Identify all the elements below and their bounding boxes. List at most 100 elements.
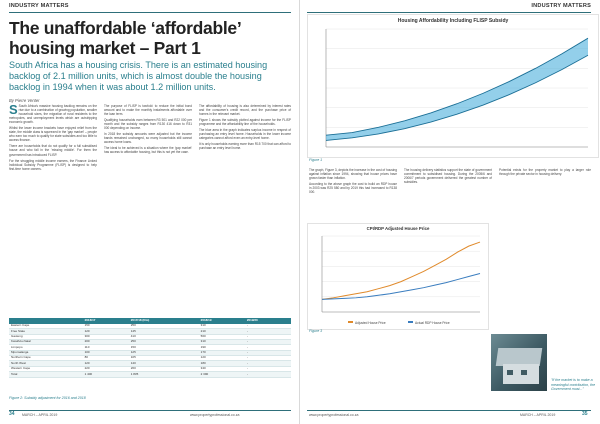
photo-window [507, 370, 513, 375]
house-price-chart: CPI/RDP Adjusted House Price Adjusted Ho… [307, 223, 489, 330]
body-column-2: The purpose of FLISP is twofold: to redu… [104, 104, 192, 314]
figure-1-label: Figure 1 [309, 158, 323, 162]
table-row: Western Cape 220 260 340- [9, 366, 291, 373]
table-header-cell: 2017/18 (Rm) [128, 318, 199, 324]
page-number-left: 34 [9, 411, 15, 417]
legend-label: Actual RDP House Price [415, 321, 450, 325]
table-cell: 410 [128, 334, 199, 340]
photo-window [521, 370, 527, 375]
table-cell: 190 [198, 345, 245, 351]
table-cell: 140 [128, 361, 199, 367]
left-page: INDUSTRY MATTERS The unaffordable ‘affor… [9, 3, 294, 417]
paragraph: For the struggling middle income earners… [9, 158, 97, 171]
table-cell: 150 [128, 345, 199, 351]
table-cell: 220 [82, 366, 129, 373]
table-cell: 560 [198, 334, 245, 340]
body-column-4: The graph, Figure 3, depicts the increas… [309, 168, 397, 218]
table-cell: Limpopo [9, 345, 83, 351]
figure-3-label: Figure 3 [309, 329, 323, 333]
paragraph: The ideal to be achieved is a situation … [104, 146, 192, 155]
table-cell: 105 [128, 356, 199, 362]
legend-swatch [348, 321, 353, 323]
table-cell: 150 [82, 323, 129, 330]
table-cell: - [244, 334, 291, 340]
table-cell: 310 [198, 323, 245, 330]
house-price-chart-svg: Adjusted House Price Actual RDP House Pri… [321, 235, 481, 325]
website-right[interactable]: www.propertyprofessional.co.za [309, 413, 359, 417]
table-header-cell: 2019/20 [244, 318, 291, 324]
table-row: Mpumalanga 100 125 170- [9, 350, 291, 357]
table-cell: 120 [82, 329, 129, 335]
table-cell: 120 [82, 361, 129, 367]
table-cell: - [244, 356, 291, 362]
paragraph: The affordability of housing is also det… [199, 104, 291, 117]
table-cell: 1 835 [128, 372, 199, 378]
header-rule [307, 12, 591, 14]
website-left[interactable]: www.propertyprofessional.co.za [190, 413, 240, 417]
body-column-6: Potential exists for the property market… [499, 168, 591, 218]
table-cell: 2 390 [198, 372, 245, 378]
table-cell: Eastern Cape [9, 323, 83, 330]
table-cell: 110 [82, 345, 129, 351]
paragraph-text: South Africa's massive housing backlog r… [9, 104, 97, 125]
table-header-cell [9, 318, 83, 324]
table-cell: 300 [82, 334, 129, 340]
paragraph: Potential exists for the property market… [499, 168, 591, 177]
issue-date-left: MARCH – APRIL 2019 [22, 413, 58, 417]
paragraph: There are households that do not qualify… [9, 144, 97, 157]
table-cell: 200 [82, 339, 129, 346]
body-column-3: The affordability of housing is also det… [199, 104, 291, 314]
table-cell: Gauteng [9, 334, 83, 340]
table-row: Total 1 400 1 835 2 390- [9, 372, 291, 378]
title-line-2: housing market – Part 1 [9, 38, 201, 58]
paragraph: In 2018 the subsidy amounts were adjuste… [104, 132, 192, 145]
table-cell: - [244, 366, 291, 373]
table-cell: - [244, 339, 291, 346]
paragraph: According to the above graph the cost to… [309, 182, 397, 195]
article-title: The unaffordable ‘affordable’ housing ma… [9, 18, 294, 58]
table-row: Free State 120 145 210- [9, 329, 291, 335]
table-cell: - [244, 323, 291, 330]
table-cell: - [244, 345, 291, 351]
table-cell: 125 [128, 350, 199, 357]
subsidy-table-grid: 2016/17 2017/18 (Rm) 2018/19 2019/20 Easter… [9, 318, 291, 378]
table-cell: 80 [82, 356, 129, 362]
paragraph: The blue area in the graph indicates sur… [199, 128, 291, 141]
table-header-cell: 2018/19 [198, 318, 245, 324]
table-cell: 145 [128, 329, 199, 335]
paragraph: Qualifying households earn between R3 50… [104, 118, 192, 131]
table-cell: 100 [82, 350, 129, 357]
body-column-1: S South Africa's massive housing backlog … [9, 103, 97, 314]
table-cell: 170 [198, 350, 245, 357]
section-label: INDUSTRY MATTERS [9, 3, 69, 9]
paragraph: It is only households earning more than … [199, 142, 291, 151]
table-cell: 250 [128, 339, 199, 346]
table-row: North West 120 140 180- [9, 361, 291, 367]
legend-label: Adjusted House Price [355, 321, 386, 325]
affordability-chart: Housing Affordability Including FLISP Su… [307, 14, 599, 158]
table-cell: Western Cape [9, 366, 83, 373]
table-cell: 180 [198, 361, 245, 367]
table-row: Eastern Cape 150 250 310- [9, 323, 291, 330]
paragraph: The graph, Figure 3, depicts the increas… [309, 168, 397, 181]
table-header-cell: 2016/17 [82, 318, 129, 324]
page-number-right: 35 [582, 411, 588, 417]
table-cell: 260 [128, 366, 199, 373]
body-column-5: The housing delivery statistics support … [404, 168, 492, 218]
paragraph: Figure 1 shows the subsidy plotted again… [199, 118, 291, 127]
article-deck: South Africa has a housing crisis. There… [9, 60, 268, 93]
table-cell: - [244, 361, 291, 367]
footer-rule [307, 410, 591, 411]
section-label: INDUSTRY MATTERS [531, 3, 591, 9]
table-cell: North West [9, 361, 83, 367]
table-cell: 340 [198, 366, 245, 373]
byline: By Pierre Venter [9, 98, 40, 103]
table-cell: - [244, 372, 291, 378]
subsidy-table: 2016/17 2017/18 (Rm) 2018/19 2019/20 Easter… [9, 318, 291, 396]
table-cell: 250 [128, 323, 199, 330]
housing-photo [491, 334, 547, 391]
table-cell: Northern Cape [9, 356, 83, 362]
series-line [325, 37, 589, 136]
paragraph: The housing delivery statistics support … [404, 168, 492, 185]
affordability-band [326, 38, 588, 141]
